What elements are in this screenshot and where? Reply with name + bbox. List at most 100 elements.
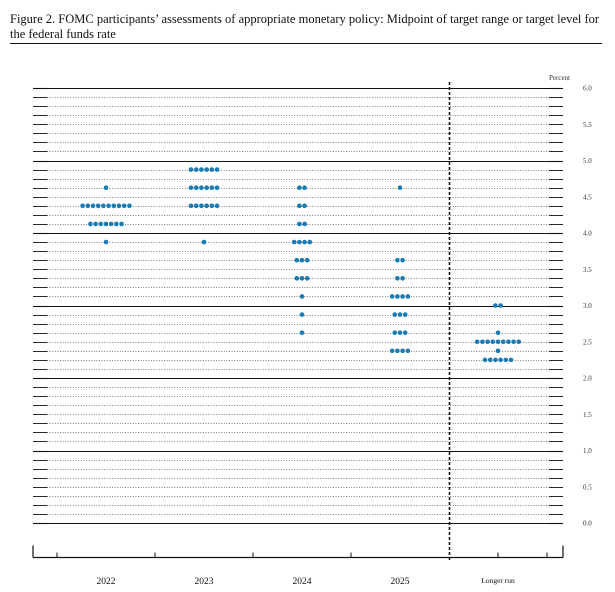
participant-dot	[397, 185, 403, 190]
participant-dot	[85, 203, 91, 209]
participant-dot	[395, 348, 400, 354]
participant-dot	[297, 221, 302, 227]
participant-dot	[103, 185, 109, 190]
participant-dot	[508, 357, 514, 363]
participant-dot	[400, 257, 405, 263]
participant-dot	[106, 203, 111, 209]
x-category-label: 2022	[97, 577, 116, 587]
participant-dot	[193, 203, 199, 209]
participant-dot	[297, 239, 302, 245]
x-category-label: 2023	[195, 577, 214, 587]
participant-dot	[193, 185, 199, 190]
participant-dot	[395, 257, 400, 263]
participant-dot	[103, 221, 109, 227]
y-tick-label: 4.5	[583, 193, 592, 201]
participant-dot	[119, 221, 124, 227]
participant-dot	[400, 348, 405, 354]
participant-dot	[485, 339, 490, 345]
participant-dot	[108, 221, 114, 227]
participant-dot	[482, 357, 488, 363]
participant-dot	[214, 203, 220, 209]
participant-dot	[495, 339, 501, 345]
x-category-label: Longer run	[481, 576, 515, 585]
gridlines	[33, 87, 563, 525]
participant-dot	[209, 203, 215, 209]
y-tick-label: 4.0	[583, 230, 592, 238]
y-tick-label: 3.0	[583, 302, 592, 310]
participant-dot	[299, 294, 305, 299]
participant-dot	[405, 294, 411, 299]
participant-dot	[80, 203, 85, 209]
title-divider	[10, 43, 602, 44]
participant-dot	[304, 257, 310, 263]
participant-dot	[188, 203, 194, 209]
participant-dot	[397, 312, 403, 317]
participant-dot	[400, 294, 405, 299]
participant-dot	[214, 185, 220, 190]
participant-dot	[204, 167, 209, 172]
participant-dot	[209, 167, 215, 172]
participant-dot	[498, 303, 503, 308]
participant-dot	[307, 239, 313, 245]
participant-dot	[389, 294, 395, 299]
axis-labels: 0.0 0.5 1.0 1.5 2.0 2.5 3.0 3.5 4.0 4.5 5.0 5.5 6.0 P…	[97, 74, 593, 587]
participant-dot	[199, 167, 204, 172]
participant-dot	[188, 167, 194, 172]
participant-dot	[495, 348, 501, 354]
participant-dot	[93, 221, 98, 227]
y-tick-label: 2.5	[583, 338, 592, 346]
participant-dot	[405, 348, 411, 354]
participant-dot	[297, 203, 302, 209]
y-tick-label: 0.0	[583, 520, 592, 528]
participant-dot	[299, 276, 305, 281]
participant-dot	[103, 239, 109, 245]
participant-dot	[402, 330, 408, 335]
x-category-label: 2025	[391, 577, 410, 587]
participant-dot	[297, 185, 302, 190]
figure-title: Figure 2. FOMC participants’ assessments…	[10, 12, 600, 41]
participant-dot	[395, 276, 400, 281]
participant-dot	[392, 330, 398, 335]
participant-dot	[204, 203, 209, 209]
y-tick-label: 0.5	[583, 483, 592, 491]
participant-dot	[395, 294, 400, 299]
participant-dot	[88, 221, 93, 227]
participant-dot	[214, 167, 220, 172]
participant-dot	[503, 357, 509, 363]
participant-dot	[98, 221, 104, 227]
participant-dot	[480, 339, 485, 345]
participant-dot	[302, 185, 307, 190]
y-tick-label: 1.5	[583, 411, 592, 419]
dot-series	[80, 167, 522, 363]
participant-dot	[397, 330, 403, 335]
participant-dot	[302, 221, 307, 227]
participant-dot	[302, 203, 307, 209]
participant-dot	[294, 257, 300, 263]
participant-dot	[114, 221, 119, 227]
participant-dot	[495, 330, 501, 335]
x-category-label: 2024	[293, 577, 312, 587]
participant-dot	[121, 203, 127, 209]
participant-dot	[111, 203, 117, 209]
y-tick-label: 6.0	[583, 85, 592, 93]
participant-dot	[516, 339, 522, 345]
axes	[32, 82, 564, 562]
participant-dot	[299, 257, 305, 263]
participant-dot	[490, 339, 496, 345]
participant-dot	[500, 339, 506, 345]
participant-dot	[95, 203, 101, 209]
participant-dot	[209, 185, 215, 190]
participant-dot	[493, 357, 498, 363]
participant-dot	[402, 312, 408, 317]
participant-dot	[493, 303, 498, 308]
participant-dot	[302, 239, 307, 245]
participant-dot	[127, 203, 132, 209]
participant-dot	[116, 203, 122, 209]
y-tick-label: 5.0	[583, 157, 592, 165]
participant-dot	[199, 185, 204, 190]
participant-dot	[511, 339, 516, 345]
participant-dot	[193, 167, 199, 172]
participant-dot	[294, 276, 300, 281]
participant-dot	[201, 239, 207, 245]
